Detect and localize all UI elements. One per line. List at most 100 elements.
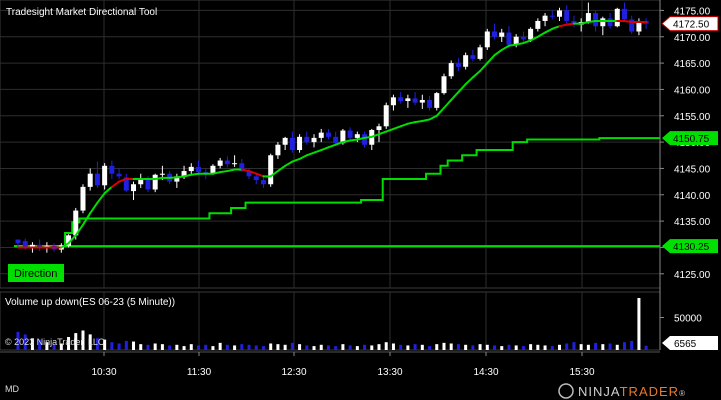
- direction-segment: [226, 168, 236, 173]
- copyright-text: © 2023 NinjaTrader, LLC: [5, 337, 105, 347]
- direction-segment: [175, 175, 186, 179]
- candle-body: [260, 180, 266, 185]
- volume-bar: [81, 330, 85, 350]
- x-tick-label: 11:30: [187, 367, 212, 378]
- direction-segment: [493, 48, 503, 57]
- current-price-marker: [661, 16, 719, 32]
- volume-panel-title: Volume up down(ES 06-23 (5 Minute)): [5, 297, 175, 308]
- mode-label: MD: [5, 384, 19, 394]
- candle-body: [37, 244, 43, 248]
- direction-segment: [457, 83, 467, 94]
- x-tick-label: 12:30: [281, 367, 306, 378]
- volume-bar: [456, 344, 460, 350]
- candle-body: [463, 55, 469, 67]
- volume-bar: [16, 331, 20, 350]
- volume-bar: [500, 346, 504, 350]
- candle-body: [629, 19, 635, 32]
- candle-body: [239, 163, 245, 172]
- candle-body: [297, 136, 303, 151]
- direction-segment: [536, 31, 547, 38]
- y-tick-label: 4160.00: [674, 85, 711, 96]
- candle-body: [246, 171, 252, 177]
- direction-badge-label: Direction: [14, 268, 57, 280]
- candle-body: [123, 177, 129, 191]
- direction-segment: [298, 154, 308, 160]
- level-price-marker: [662, 239, 718, 254]
- candle-body: [152, 174, 158, 190]
- volume-bar: [355, 346, 359, 350]
- candle-body: [441, 76, 447, 94]
- volume-bar: [334, 346, 338, 350]
- direction-segment: [183, 173, 193, 178]
- candle-body: [390, 97, 396, 106]
- candle-body: [513, 36, 519, 45]
- candle-body: [145, 178, 151, 190]
- candle-body: [434, 93, 440, 108]
- candle-body: [621, 8, 627, 20]
- direction-segment: [341, 139, 352, 144]
- candle-body: [499, 32, 505, 37]
- y-tick-label: 4125.00: [674, 270, 711, 281]
- current-volume-marker: [662, 336, 718, 350]
- candle-body: [427, 99, 433, 108]
- volume-bar: [218, 342, 222, 350]
- direction-segment: [154, 176, 164, 180]
- direction-segment: [587, 19, 597, 24]
- volume-bar: [594, 342, 598, 350]
- candle-body: [520, 36, 526, 40]
- volume-bar: [543, 345, 547, 350]
- candle-body: [318, 132, 324, 138]
- direction-segment: [67, 234, 77, 245]
- candle-body: [477, 47, 483, 59]
- candle-body: [542, 15, 548, 21]
- volume-bar: [558, 344, 561, 350]
- y-tick-label: 4155.00: [674, 112, 711, 123]
- volume-bar: [160, 344, 164, 350]
- volume-bar: [261, 346, 265, 350]
- volume-bar: [601, 344, 605, 350]
- ninjatrader-logo: NINJATRADER®: [558, 383, 685, 399]
- direction-segment: [168, 176, 178, 179]
- candle-body: [376, 126, 382, 130]
- x-tick-label: 15:30: [569, 367, 594, 378]
- direction-segment: [363, 135, 373, 139]
- candle-body: [159, 173, 165, 175]
- candle-body: [470, 55, 476, 59]
- volume-bar: [363, 344, 367, 350]
- direction-segment: [74, 223, 84, 237]
- candle-body: [455, 63, 461, 67]
- volume-bar: [175, 344, 179, 350]
- volume-bar: [124, 340, 128, 350]
- candle-body: [131, 184, 137, 192]
- candle-body: [224, 160, 230, 165]
- direction-segment: [356, 136, 366, 141]
- direction-segment: [406, 121, 417, 125]
- candle-body: [22, 241, 28, 248]
- direction-segment: [515, 42, 525, 46]
- candle-body: [557, 10, 562, 17]
- candle-body: [268, 155, 274, 185]
- volume-bar: [52, 344, 56, 350]
- volume-bar: [182, 346, 186, 350]
- current-volume-label: 6565: [674, 339, 697, 350]
- candle-body: [333, 136, 339, 144]
- volume-bar: [211, 346, 215, 350]
- volume-bar: [644, 345, 648, 350]
- volume-bar: [117, 343, 121, 350]
- direction-segment: [500, 44, 510, 51]
- volume-bar: [384, 342, 388, 350]
- volume-bar: [406, 345, 410, 350]
- volume-bar: [637, 298, 641, 350]
- y-tick-label: 4145.00: [674, 164, 711, 175]
- time-axis: 10:30 11:30 12:30 13:30 14:30 15:30: [0, 351, 660, 378]
- volume-bar: [579, 344, 583, 350]
- volume-bar: [74, 333, 78, 350]
- candle-body: [15, 239, 21, 244]
- candle-body: [66, 235, 72, 246]
- volume-bar: [514, 345, 518, 350]
- volume-bar: [507, 344, 511, 350]
- candle-body: [448, 63, 454, 77]
- volume-bar: [298, 344, 302, 350]
- candle-body: [232, 163, 238, 165]
